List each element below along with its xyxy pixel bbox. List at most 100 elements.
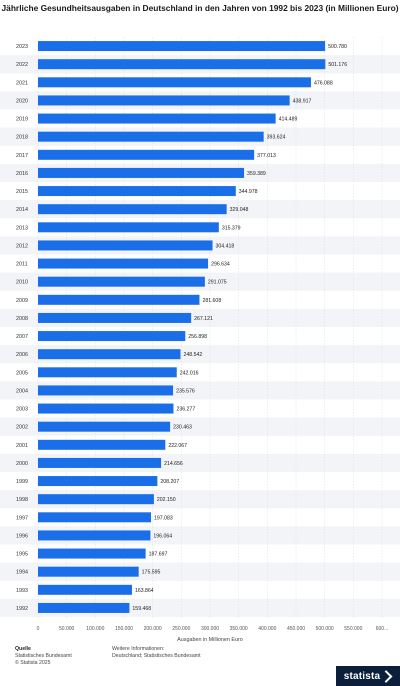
value-label: 175.595 [142,570,161,576]
x-tick-label: 400.000 [258,626,276,632]
x-tick-label: 50.000 [59,626,75,632]
value-label: 329.048 [230,207,249,213]
category-label: 1998 [16,497,28,503]
arrow-icon [380,669,393,683]
x-tick-label: 600... [376,626,389,632]
bar [38,59,326,70]
bar [38,512,151,523]
value-label: 230.463 [173,425,192,431]
category-label: 2003 [16,407,28,413]
bar [38,476,158,487]
bar [38,530,151,541]
category-label: 1993 [16,588,28,594]
x-tick-label: 0 [37,626,40,632]
value-label: 248.542 [183,352,202,358]
bar [38,403,174,414]
x-tick-label: 150.000 [115,626,133,632]
info-block: Weitere Informationen: Deutschland; Stat… [112,646,201,660]
value-label: 163.864 [135,588,154,594]
category-label: 1999 [16,479,28,485]
bar [38,349,181,360]
category-label: 2019 [16,117,28,123]
value-label: 291.075 [208,280,227,286]
value-label: 315.379 [222,225,241,231]
category-label: 2020 [16,98,28,104]
bar [38,258,209,269]
bar [38,584,132,595]
bar [38,312,192,323]
brand-text: statista [343,670,381,682]
category-label: 1994 [16,570,28,576]
value-label: 187.697 [149,552,168,558]
value-label: 359.389 [247,171,266,177]
bar [38,566,139,577]
bar [38,439,166,450]
bar [38,276,205,287]
statista-logo[interactable]: statista [336,666,400,686]
category-label: 2000 [16,461,28,467]
value-label: 414.489 [279,117,298,123]
category-label: 1992 [16,606,28,612]
copyright-line: © Statista 2025 [15,660,51,666]
bar [38,95,290,106]
info-line: Deutschland; Statistisches Bundesamt [112,653,201,659]
category-label: 2005 [16,370,28,376]
value-label: 236.277 [176,407,195,413]
category-label: 2018 [16,135,28,141]
value-label: 438.917 [293,98,312,104]
x-tick-label: 100.000 [86,626,104,632]
category-label: 2017 [16,153,28,159]
value-label: 267.121 [194,316,213,322]
category-label: 2007 [16,334,28,340]
value-label: 296.634 [211,262,230,268]
x-tick-label: 350.000 [230,626,248,632]
source-line: Statistisches Bundesamt [15,653,72,659]
category-label: 2004 [16,388,28,394]
x-tick-label: 250.000 [172,626,190,632]
category-label: 2013 [16,225,28,231]
category-label: 2009 [16,298,28,304]
value-label: 214.656 [164,461,183,467]
category-label: 1995 [16,552,28,558]
category-label: 2011 [16,262,28,268]
value-label: 202.150 [157,497,176,503]
value-label: 501.176 [328,62,347,68]
bar [38,149,255,160]
value-label: 377.013 [257,153,276,159]
bar [38,385,174,396]
value-label: 344.978 [239,189,258,195]
value-label: 196.064 [153,533,172,539]
footer: Quelle Statistisches Bundesamt © Statist… [0,644,400,686]
category-label: 2014 [16,207,28,213]
source-block: Quelle Statistisches Bundesamt © Statist… [15,646,72,667]
x-tick-label: 300.000 [201,626,219,632]
info-heading: Weitere Informationen: [112,646,165,652]
bar-chart: 2023 2022 2021 2020 2019 2018 2017 2016 2015 2014… [0,37,400,643]
category-label: 1996 [16,533,28,539]
value-label: 197.083 [154,515,173,521]
category-label: 2021 [16,80,28,86]
value-label: 281.608 [202,298,221,304]
bar [38,240,213,251]
bar [38,131,264,142]
value-label: 159.468 [132,606,151,612]
bar [38,494,154,505]
value-label: 393.624 [267,135,286,141]
bar [38,331,186,342]
category-label: 2016 [16,171,28,177]
category-label: 2008 [16,316,28,322]
category-label: 2006 [16,352,28,358]
bar [38,113,276,124]
category-label: 2022 [16,62,28,68]
value-label: 256.898 [188,334,207,340]
x-tick-label: 550.000 [344,626,362,632]
category-label: 2001 [16,443,28,449]
bar [38,421,171,432]
value-label: 476.088 [314,80,333,86]
value-label: 208.207 [160,479,179,485]
x-axis-label: Ausgaben in Millionen Euro [177,637,243,643]
bar [38,186,236,197]
category-label: 2002 [16,425,28,431]
value-label: 304.418 [216,243,235,249]
category-label: 1997 [16,515,28,521]
